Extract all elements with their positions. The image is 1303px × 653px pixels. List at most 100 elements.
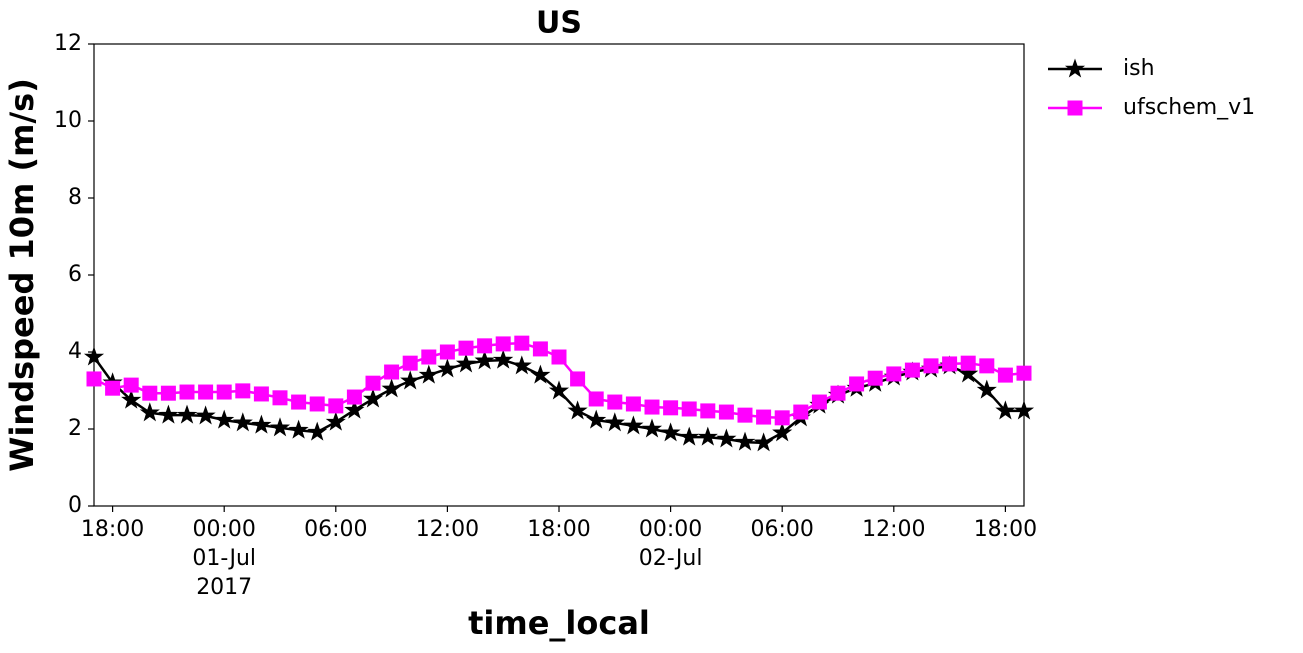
data-point (923, 358, 939, 374)
y-tick-label: 6 (68, 262, 82, 287)
data-point (997, 367, 1013, 383)
data-point (867, 370, 883, 386)
data-point (976, 379, 997, 399)
x-tick-label-line: 2017 (196, 575, 252, 600)
data-point (160, 385, 176, 401)
x-tick-label: 06:00 (304, 517, 367, 542)
data-point (439, 344, 455, 360)
data-point (514, 335, 530, 351)
x-tick-label-line: 12:00 (862, 517, 925, 542)
y-tick-label: 4 (68, 339, 82, 364)
data-point (548, 380, 570, 400)
data-point (325, 411, 346, 431)
data-point (105, 380, 121, 396)
legend-label: ufschem_v1 (1123, 95, 1255, 120)
data-point (83, 346, 105, 366)
data-point (567, 400, 588, 420)
x-tick-label-line: 06:00 (750, 517, 813, 542)
data-point (198, 384, 214, 400)
data-point (176, 404, 198, 424)
data-point (660, 422, 681, 442)
data-point (384, 364, 400, 380)
data-point (551, 349, 567, 365)
x-axis-label: time_local (468, 604, 650, 642)
data-point (942, 356, 958, 372)
data-point (214, 409, 235, 429)
data-point (904, 362, 920, 378)
legend-label: ish (1123, 56, 1155, 81)
data-point (811, 394, 827, 410)
x-tick-label: 12:00 (416, 517, 479, 542)
data-point (346, 389, 362, 405)
data-point (849, 376, 865, 392)
data-point (511, 355, 532, 375)
data-point (421, 349, 437, 365)
x-tick-label-line: 18:00 (81, 517, 144, 542)
x-tick-label: 12:00 (862, 517, 925, 542)
x-tick-label: 18:00 (974, 517, 1037, 542)
data-point (251, 414, 272, 434)
data-point (328, 398, 344, 414)
data-point (830, 385, 846, 401)
data-point (362, 388, 384, 408)
data-point (774, 410, 790, 426)
data-point (123, 377, 139, 393)
data-point (586, 409, 607, 429)
y-tick-label: 12 (54, 31, 82, 56)
data-point (644, 399, 660, 415)
x-tick-label-line: 18:00 (527, 517, 590, 542)
data-point (477, 338, 493, 354)
data-point (793, 404, 809, 420)
x-tick-label: 00:00 02-Jul (639, 517, 703, 571)
data-point (604, 412, 625, 432)
data-point (495, 336, 511, 352)
data-point (697, 426, 718, 446)
data-point (960, 355, 976, 371)
data-point (400, 370, 421, 390)
data-point (995, 400, 1016, 420)
data-point (344, 399, 365, 419)
data-point (216, 384, 232, 400)
data-point (455, 353, 477, 373)
data-point (269, 417, 291, 437)
series-line (92, 356, 1024, 445)
data-point (530, 364, 551, 384)
x-tick-label-line: 18:00 (974, 517, 1037, 542)
data-point (532, 341, 548, 357)
y-axis-label: Windspeed 10m (m/s) (3, 78, 41, 472)
data-point (756, 409, 772, 425)
data-point (1013, 400, 1035, 420)
data-point (402, 355, 418, 371)
data-point (253, 386, 269, 402)
data-point (663, 400, 679, 416)
data-point (437, 358, 458, 378)
plot-frame (93, 43, 1025, 507)
data-point (734, 431, 756, 451)
data-point (716, 428, 737, 448)
data-point (474, 350, 495, 370)
data-point (886, 366, 902, 382)
data-point (309, 396, 325, 412)
x-tick-label-line: 02-Jul (639, 546, 703, 571)
data-point (679, 426, 700, 446)
data-point (232, 412, 253, 432)
data-point (493, 349, 514, 369)
data-point (623, 415, 644, 435)
data-point (700, 403, 716, 419)
data-point (588, 391, 604, 407)
y-tick-label: 8 (68, 185, 82, 210)
data-point (139, 402, 160, 422)
data-point (570, 371, 586, 387)
data-point (291, 394, 307, 410)
legend-marker (1067, 100, 1083, 116)
data-point (607, 394, 623, 410)
x-tick-label-line: 06:00 (304, 517, 367, 542)
data-point (979, 358, 995, 374)
x-tick-label: 06:00 (750, 517, 813, 542)
data-point (737, 407, 753, 423)
data-point (142, 385, 158, 401)
x-tick-label: 18:00 (81, 517, 144, 542)
data-point (418, 364, 439, 384)
data-point (753, 432, 774, 452)
data-point (86, 371, 102, 387)
